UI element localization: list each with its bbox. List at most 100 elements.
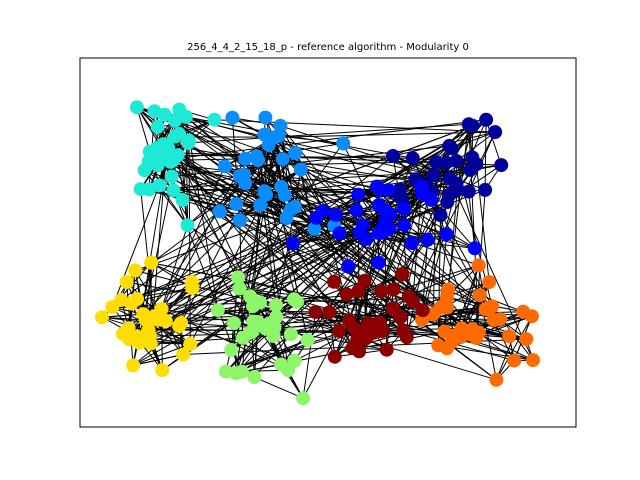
graph-node: [232, 213, 247, 228]
graph-edge: [263, 191, 353, 349]
graph-node: [249, 149, 264, 164]
graph-node: [336, 136, 351, 151]
graph-edge: [189, 194, 267, 345]
graph-edge: [173, 175, 240, 191]
graph-node: [283, 327, 298, 342]
graph-node: [322, 305, 337, 320]
graph-node: [273, 118, 288, 133]
graph-edge: [485, 119, 502, 166]
graph-node: [105, 300, 120, 315]
graph-node: [176, 347, 191, 362]
graph-edge: [449, 178, 534, 361]
graph-edge: [447, 124, 470, 290]
graph-edge: [150, 262, 193, 283]
graph-node: [341, 259, 356, 274]
graph-node: [136, 307, 151, 322]
graph-node: [163, 154, 178, 169]
graph-node: [397, 218, 411, 233]
graph-node: [524, 309, 539, 324]
graph-node: [224, 342, 239, 357]
graph-node: [137, 163, 152, 178]
graph-edge: [256, 156, 277, 306]
graph-node: [328, 207, 343, 222]
graph-node: [152, 178, 167, 193]
graph-node: [429, 155, 444, 170]
graph-edge: [273, 157, 473, 337]
graph-edge: [140, 189, 155, 318]
graph-node: [396, 323, 411, 338]
graph-node: [482, 275, 497, 290]
graph-node: [246, 299, 260, 314]
graph-node: [296, 391, 311, 406]
graph-node: [130, 292, 144, 306]
graph-node: [150, 158, 165, 173]
graph-node: [185, 281, 200, 296]
graph-node: [386, 149, 400, 163]
graph-node: [342, 313, 356, 328]
graph-edge: [456, 131, 496, 162]
graph-node: [183, 337, 198, 351]
graph-edge: [170, 161, 241, 221]
graph-edge: [365, 189, 389, 240]
graph-node: [369, 179, 384, 194]
graph-node: [300, 333, 315, 347]
graph-node: [519, 332, 534, 347]
graph-edge: [219, 210, 423, 321]
graph-edge: [192, 217, 287, 289]
graph-node: [431, 338, 446, 353]
graph-node: [494, 158, 509, 173]
graph-node: [461, 184, 476, 199]
graph-node: [397, 201, 412, 216]
graph-node: [95, 310, 109, 325]
graph-node: [405, 151, 420, 166]
graph-node: [507, 353, 522, 368]
graph-node: [231, 270, 246, 285]
graph-node: [351, 284, 366, 299]
graph-node: [332, 226, 347, 241]
graph-node: [442, 138, 457, 153]
graph-node: [339, 287, 354, 302]
graph-node: [149, 141, 164, 156]
graph-node: [257, 127, 272, 142]
graph-node: [404, 236, 419, 251]
graph-node: [463, 327, 478, 342]
graph-node: [440, 300, 454, 315]
graph-edge: [149, 151, 477, 165]
graph-node: [433, 208, 448, 223]
graph-edge: [265, 164, 502, 196]
graph-node: [374, 284, 389, 299]
graph-node: [274, 357, 289, 372]
graph-node: [437, 324, 452, 339]
graph-node: [232, 281, 247, 296]
graph-edge: [468, 191, 476, 249]
graph-node: [218, 364, 233, 379]
graph-node: [150, 119, 165, 134]
graph-node: [426, 168, 441, 183]
graph-node: [308, 305, 323, 320]
graph-edge: [187, 224, 358, 340]
graph-node: [126, 358, 141, 373]
graph-node: [465, 150, 480, 165]
graph-node: [133, 182, 148, 197]
graph-node: [232, 169, 247, 183]
nodes-layer: [95, 100, 540, 406]
graph-node: [315, 204, 330, 219]
graph-node: [217, 159, 232, 174]
graph-node: [386, 282, 401, 297]
graph-edge: [329, 273, 403, 313]
graph-node: [502, 329, 517, 344]
graph-edge: [172, 159, 355, 329]
graph-node: [261, 138, 276, 153]
graph-node: [132, 335, 147, 350]
graph-edge: [461, 281, 490, 329]
graph-node: [247, 370, 262, 384]
graph-node: [405, 294, 420, 309]
graph-node: [143, 336, 158, 351]
graph-node: [439, 290, 454, 305]
graph-edge: [187, 174, 245, 226]
graph-node: [253, 198, 268, 213]
graph-node: [489, 372, 504, 387]
graph-node: [175, 193, 190, 207]
graph-node: [395, 267, 410, 281]
